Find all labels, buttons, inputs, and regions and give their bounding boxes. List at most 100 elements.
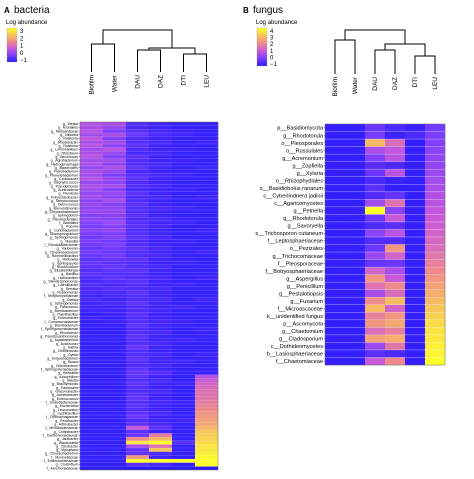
heatmap-cell	[80, 195, 104, 200]
heatmap-cell	[103, 242, 127, 247]
heatmap-cell	[195, 426, 219, 430]
heatmap-cell	[80, 191, 104, 196]
heatmap-cell	[126, 426, 150, 430]
heatmap-cell	[103, 294, 127, 299]
heatmap-cell	[126, 367, 150, 372]
heatmap-cell	[103, 209, 127, 214]
heatmap-cell	[172, 136, 196, 141]
row-label: g_ Phenylobacterium	[45, 173, 78, 177]
heatmap-cell	[345, 312, 366, 321]
row-label: f_ Rhodobacteraceae	[45, 243, 79, 247]
panel-bacteria: A bacteria Log abundance 32 10−1 Biofilm W…	[4, 5, 219, 470]
heatmap-cell	[80, 308, 104, 313]
heatmap-cell	[325, 221, 346, 230]
heatmap-cell	[385, 319, 406, 328]
row-label: g_ Luteolibacter	[53, 283, 79, 287]
heatmap-cell	[195, 231, 219, 236]
heatmap-cell	[385, 236, 406, 245]
legend-a-title: Log abundance	[6, 20, 48, 26]
heatmap-cell	[149, 224, 173, 229]
heatmap-cell	[80, 231, 104, 236]
heatmap-cell	[103, 180, 127, 185]
row-label: f__Leptosphaeriaceae	[268, 239, 323, 245]
heatmap-cell	[149, 231, 173, 236]
heatmap-cell	[126, 308, 150, 313]
heatmap-cell	[195, 228, 219, 233]
heatmap-cell	[103, 378, 127, 383]
heatmap-cell	[126, 202, 150, 207]
heatmap-cell	[103, 338, 127, 342]
dendrogram-branch	[102, 29, 173, 48]
heatmap-cell	[172, 338, 196, 342]
heatmap-cell	[80, 433, 104, 438]
heatmap-cell	[80, 129, 104, 134]
row-label: g_ Exiguobacterium	[47, 356, 78, 360]
heatmap-cell	[365, 161, 386, 170]
heatmap-cell	[195, 382, 219, 386]
heatmap-cell	[195, 448, 219, 452]
heatmap-cell	[195, 290, 219, 295]
heatmap-cell	[385, 297, 406, 305]
heatmap-cell	[345, 349, 366, 358]
heatmap-cell	[126, 209, 150, 214]
heatmap-cell	[425, 342, 446, 351]
heatmap-cell	[405, 169, 426, 177]
heatmap-cell	[345, 274, 366, 283]
heatmap-cell	[103, 462, 127, 467]
heatmap-cell	[172, 147, 196, 152]
heatmap-cell	[149, 389, 173, 394]
heatmap-cell	[126, 371, 150, 375]
row-label: g__Pestalotiopsis	[279, 291, 323, 297]
heatmap-cell	[103, 147, 127, 152]
heatmap-cell	[172, 374, 196, 379]
row-label: g_ Brevundimonas	[49, 206, 78, 210]
row-label: g_ Fluviicola	[59, 192, 79, 196]
row-label: g_ Ralstonia	[59, 137, 79, 141]
heatmap-cell	[149, 235, 173, 240]
heatmap-cell	[425, 297, 446, 305]
heatmap-cell	[385, 282, 406, 290]
heatmap-cell	[172, 151, 196, 156]
heatmap-cell	[149, 165, 173, 170]
heatmap-cell	[345, 319, 366, 328]
heatmap-cell	[126, 455, 150, 460]
heatmap-cell	[126, 400, 150, 405]
heatmap-cell	[405, 282, 426, 290]
heatmap-cell	[103, 235, 127, 240]
heatmap-cell	[405, 297, 426, 305]
heatmap-cell	[149, 393, 173, 397]
heatmap-cell	[405, 199, 426, 208]
heatmap-cell	[195, 187, 219, 192]
heatmap-cell	[425, 154, 446, 162]
heatmap-cell	[195, 323, 219, 328]
heatmap-cell	[405, 221, 426, 230]
heatmap-cell	[325, 236, 346, 245]
heatmap-cell	[385, 124, 406, 132]
heatmap-cell	[172, 129, 196, 134]
heatmap-cell	[126, 437, 150, 441]
heatmap-cell	[80, 393, 104, 397]
heatmap-cell	[172, 297, 196, 302]
heatmap-cell	[195, 184, 219, 189]
heatmap-cell	[172, 345, 196, 350]
heatmap-cell	[103, 451, 127, 456]
heatmap-cell	[126, 257, 150, 262]
heatmap-cell	[149, 356, 173, 361]
heatmap-cell	[325, 161, 346, 170]
heatmap-cell	[195, 143, 219, 148]
row-label: g_ Weisia	[63, 122, 78, 126]
heatmap-cell	[103, 165, 127, 170]
panel-b-letter: B	[243, 6, 249, 15]
heatmap-cell	[345, 161, 366, 170]
heatmap-cell	[345, 252, 366, 260]
heatmap-cell	[365, 236, 386, 245]
heatmap-cell	[172, 169, 196, 174]
heatmap-cell	[172, 158, 196, 163]
heatmap-cell	[172, 448, 196, 452]
heatmap-cell	[195, 385, 219, 390]
heatmap-cell	[126, 187, 150, 192]
heatmap-cell	[149, 261, 173, 266]
row-label: g_ Bacteroides	[55, 166, 79, 170]
heatmap-cell	[80, 180, 104, 185]
heatmap-cell	[80, 367, 104, 372]
